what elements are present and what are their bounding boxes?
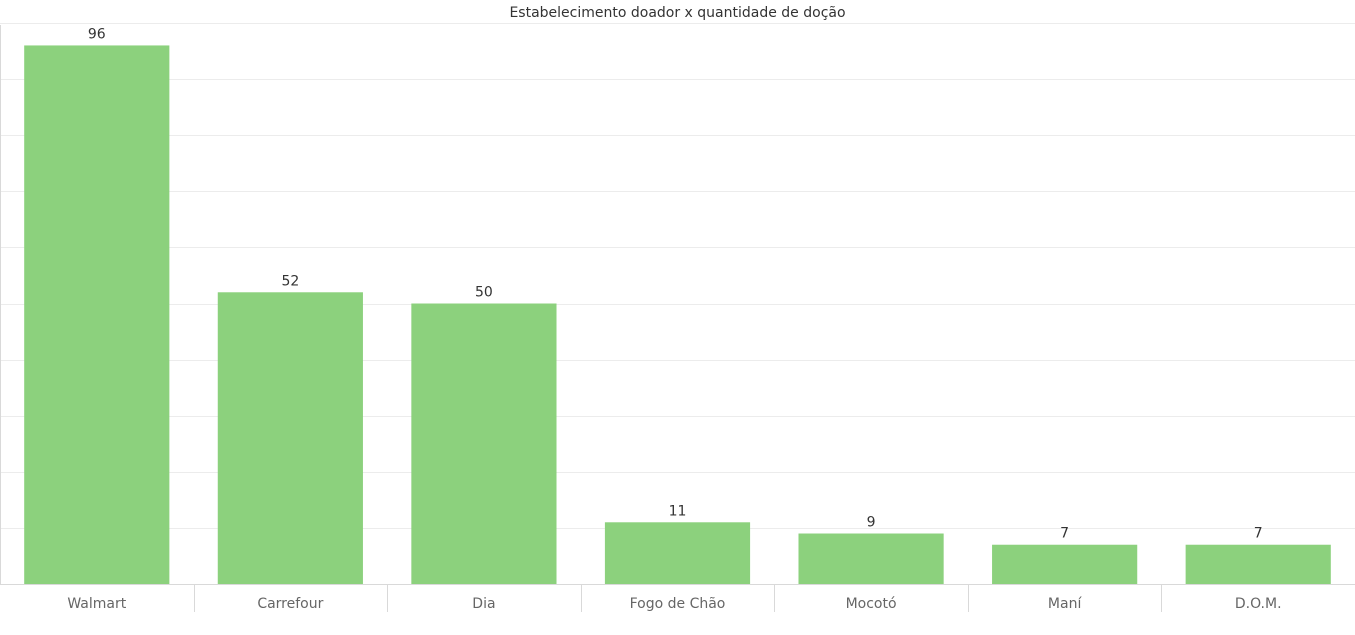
bar: [411, 303, 557, 584]
x-tick-label: Carrefour: [257, 596, 323, 612]
x-tick-label: D.O.M.: [1235, 596, 1282, 612]
x-tick-label: Walmart: [67, 596, 126, 612]
data-label: 7: [1254, 526, 1263, 542]
bar: [798, 533, 944, 584]
data-label: 9: [867, 515, 876, 531]
data-label: 52: [281, 273, 299, 289]
data-label: 7: [1060, 526, 1069, 542]
bar: [604, 522, 751, 584]
data-label: 96: [88, 26, 106, 42]
bar: [24, 45, 170, 584]
x-tick-label: Maní: [1048, 596, 1083, 612]
data-label: 50: [475, 285, 493, 301]
bar: [1185, 544, 1331, 584]
data-label: 11: [669, 503, 687, 519]
x-tick-label: Dia: [472, 596, 495, 612]
bar: [217, 292, 363, 584]
chart-title: Estabelecimento doador x quantidade de d…: [509, 5, 846, 21]
bar: [992, 544, 1138, 584]
x-tick-label: Mocotó: [846, 596, 897, 612]
x-tick-label: Fogo de Chão: [630, 596, 726, 612]
